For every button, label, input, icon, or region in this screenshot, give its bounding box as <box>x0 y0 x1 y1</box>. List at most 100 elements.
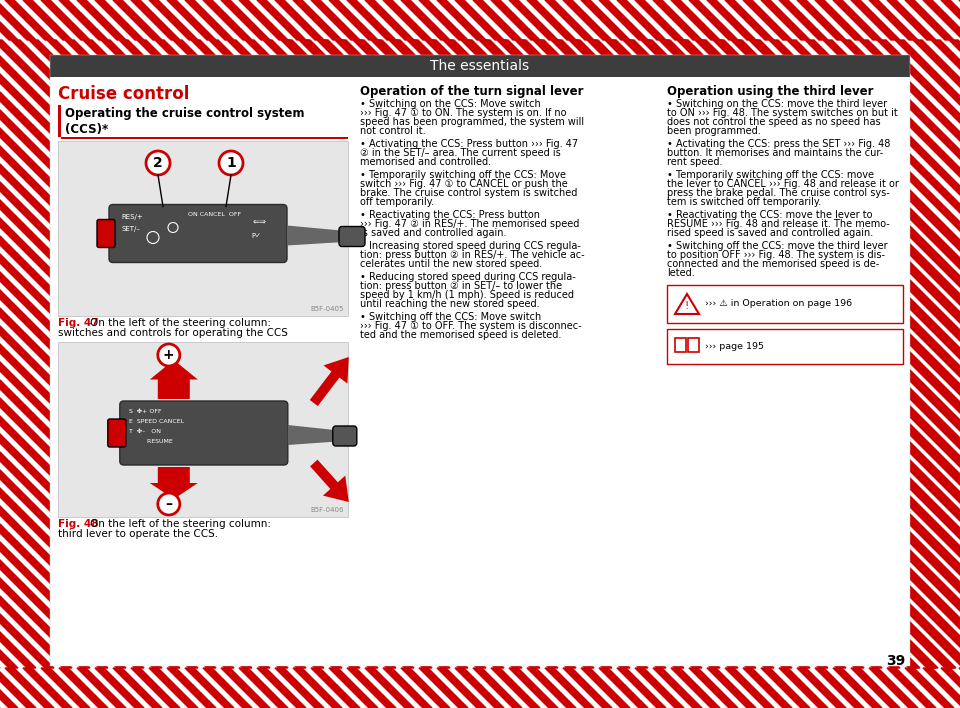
Polygon shape <box>761 668 810 708</box>
Polygon shape <box>545 668 594 708</box>
Polygon shape <box>319 40 956 668</box>
Polygon shape <box>751 40 960 668</box>
Text: RESUME: RESUME <box>129 439 173 444</box>
Circle shape <box>157 493 180 515</box>
Polygon shape <box>0 40 360 668</box>
Polygon shape <box>749 40 960 668</box>
Polygon shape <box>679 40 960 668</box>
Polygon shape <box>427 40 960 668</box>
Polygon shape <box>707 0 756 40</box>
Text: celerates until the new stored speed.: celerates until the new stored speed. <box>360 259 542 269</box>
Polygon shape <box>887 0 936 40</box>
Polygon shape <box>337 40 960 668</box>
Polygon shape <box>353 40 960 668</box>
Text: ② in the SET/– area. The current speed is: ② in the SET/– area. The current speed i… <box>360 148 561 158</box>
Polygon shape <box>407 40 960 668</box>
Polygon shape <box>173 40 810 668</box>
Polygon shape <box>661 40 960 668</box>
Text: button. It memorises and maintains the cur-: button. It memorises and maintains the c… <box>667 148 883 158</box>
Polygon shape <box>149 0 198 40</box>
Polygon shape <box>833 0 882 40</box>
Polygon shape <box>0 40 324 668</box>
Polygon shape <box>29 40 666 668</box>
Polygon shape <box>905 668 954 708</box>
Polygon shape <box>0 40 126 668</box>
Polygon shape <box>383 0 432 40</box>
Text: ⇐⇒: ⇐⇒ <box>253 217 267 226</box>
Polygon shape <box>443 40 960 668</box>
Polygon shape <box>509 668 558 708</box>
Polygon shape <box>83 40 720 668</box>
Text: brake. The cruise control system is switched: brake. The cruise control system is swit… <box>360 188 577 198</box>
Polygon shape <box>221 668 270 708</box>
Polygon shape <box>769 40 960 668</box>
Polygon shape <box>167 0 216 40</box>
Text: 1: 1 <box>227 156 236 170</box>
Text: connected and the memorised speed is de-: connected and the memorised speed is de- <box>667 259 879 269</box>
Polygon shape <box>0 40 504 668</box>
Text: S  ✤+ OFF: S ✤+ OFF <box>129 409 161 414</box>
Polygon shape <box>185 668 234 708</box>
Polygon shape <box>263 40 900 668</box>
Polygon shape <box>0 0 36 40</box>
Polygon shape <box>527 668 576 708</box>
Polygon shape <box>167 668 216 708</box>
Polygon shape <box>65 40 702 668</box>
Text: RESUME ››› Fig. 48 and release it. The memo-: RESUME ››› Fig. 48 and release it. The m… <box>667 219 890 229</box>
Text: E  SPEED CANCEL: E SPEED CANCEL <box>129 419 184 424</box>
Polygon shape <box>311 668 360 708</box>
Polygon shape <box>695 40 960 668</box>
Polygon shape <box>209 40 846 668</box>
Polygon shape <box>239 0 288 40</box>
Text: not control it.: not control it. <box>360 126 425 136</box>
Text: • Switching on the CCS: move the third lever: • Switching on the CCS: move the third l… <box>667 99 887 109</box>
Polygon shape <box>851 668 900 708</box>
Polygon shape <box>761 0 810 40</box>
Polygon shape <box>355 40 960 668</box>
Polygon shape <box>419 0 468 40</box>
Polygon shape <box>535 40 960 668</box>
Polygon shape <box>0 40 522 668</box>
Polygon shape <box>0 40 450 668</box>
Polygon shape <box>283 40 920 668</box>
Text: speed by 1 km/h (1 mph). Speed is reduced: speed by 1 km/h (1 mph). Speed is reduce… <box>360 290 574 300</box>
Polygon shape <box>59 0 108 40</box>
Polygon shape <box>23 668 72 708</box>
Polygon shape <box>203 0 252 40</box>
Text: –: – <box>165 497 172 511</box>
Text: B5F-0405: B5F-0405 <box>311 306 344 312</box>
Text: T  ✤–   ON: T ✤– ON <box>129 429 161 434</box>
Polygon shape <box>0 40 594 668</box>
Text: On the left of the steering column:: On the left of the steering column: <box>90 519 271 529</box>
Polygon shape <box>517 40 960 668</box>
Polygon shape <box>77 668 126 708</box>
Polygon shape <box>877 40 960 668</box>
Text: memorised and controlled.: memorised and controlled. <box>360 157 492 167</box>
Polygon shape <box>41 0 90 40</box>
Bar <box>61 105 348 137</box>
Bar <box>667 329 903 364</box>
Polygon shape <box>713 40 960 668</box>
Text: until reaching the new stored speed.: until reaching the new stored speed. <box>360 299 540 309</box>
Polygon shape <box>815 668 864 708</box>
Text: B5F-0406: B5F-0406 <box>310 507 344 513</box>
Polygon shape <box>5 0 54 40</box>
Polygon shape <box>131 668 180 708</box>
Polygon shape <box>0 668 36 708</box>
Polygon shape <box>499 40 960 668</box>
Polygon shape <box>0 40 342 668</box>
Polygon shape <box>373 40 960 668</box>
Text: tem is switched off temporarily.: tem is switched off temporarily. <box>667 197 821 207</box>
Bar <box>50 55 910 666</box>
Polygon shape <box>275 0 324 40</box>
Polygon shape <box>310 459 348 502</box>
Polygon shape <box>715 40 960 668</box>
Text: • Reducing stored speed during CCS regula-: • Reducing stored speed during CCS regul… <box>360 272 576 282</box>
Text: • Increasing stored speed during CCS regula-: • Increasing stored speed during CCS reg… <box>360 241 581 251</box>
Polygon shape <box>581 668 630 708</box>
Text: ››› Fig. 47 ① to ON. The system is on. If no: ››› Fig. 47 ① to ON. The system is on. I… <box>360 108 566 118</box>
Text: • Temporarily switching off the CCS: Move: • Temporarily switching off the CCS: Mov… <box>360 170 566 180</box>
Polygon shape <box>95 668 144 708</box>
Polygon shape <box>913 40 960 668</box>
Text: Operation using the third lever: Operation using the third lever <box>667 85 874 98</box>
